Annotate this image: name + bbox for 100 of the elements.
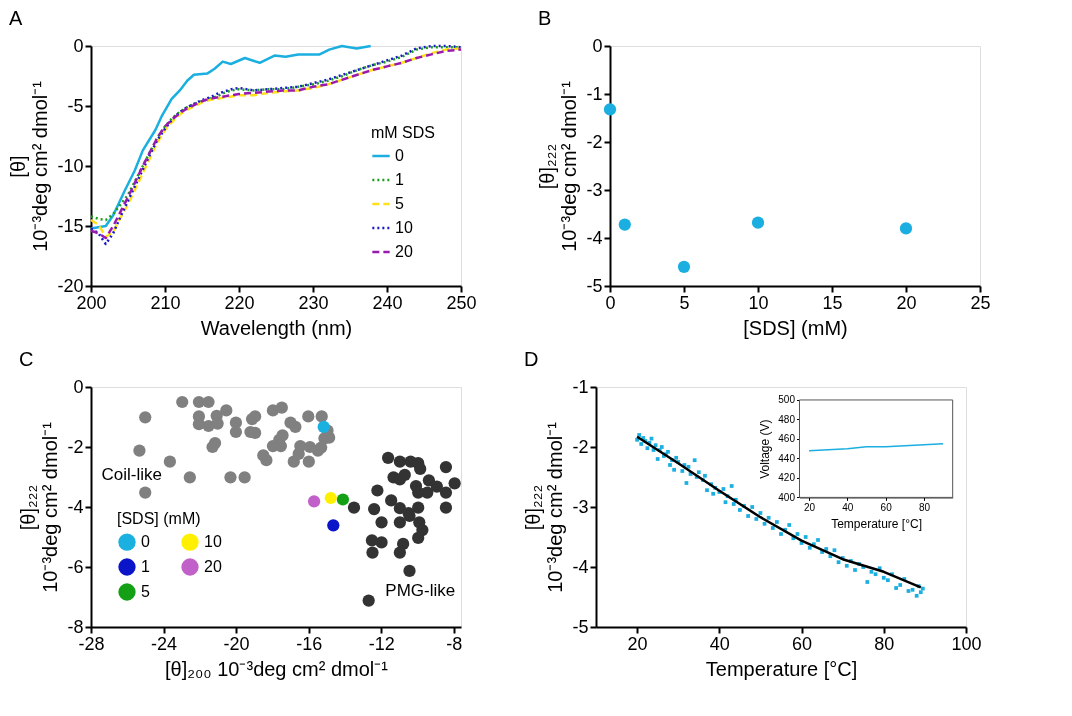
legend-title: mM SDS (371, 124, 435, 141)
legend-label: 0 (395, 147, 404, 164)
y-tick-label: -10 (57, 155, 84, 176)
y-axis-title: [θ]₂₂₂ 10⁻³deg cm² dmol⁻¹ (17, 421, 62, 593)
point (899, 222, 913, 235)
point (289, 420, 302, 434)
chart-title: A (8, 7, 23, 29)
y-tick-label: -15 (57, 215, 84, 236)
point (302, 410, 315, 423)
x-tick-label: 250 (446, 292, 477, 313)
point (403, 564, 416, 578)
point (307, 495, 321, 508)
point (260, 454, 273, 467)
y-tick-label: -6 (67, 556, 84, 577)
x-tick-label: 240 (372, 292, 403, 313)
point (315, 410, 328, 423)
y-tick-label: -4 (67, 496, 84, 517)
point (677, 260, 691, 273)
x-tick-label: -12 (368, 633, 395, 654)
legend-label: 20 (395, 243, 413, 260)
point (393, 455, 406, 468)
point (422, 474, 436, 487)
y-tick-label: 0 (73, 35, 84, 56)
point (362, 594, 375, 607)
x-axis-title: Wavelength (nm) (200, 316, 353, 339)
point (375, 516, 388, 529)
y-axis-title: Voltage (V) (758, 419, 773, 479)
point (618, 218, 631, 231)
y-tick-label: -3 (572, 496, 589, 517)
point (202, 395, 215, 409)
point (448, 477, 461, 490)
x-tick-label: -8 (446, 633, 463, 654)
x-tick-label: 220 (224, 292, 255, 313)
point (393, 516, 406, 529)
line-series (808, 443, 944, 452)
point (324, 491, 337, 505)
point (393, 546, 406, 559)
legend-label: 1 (141, 558, 150, 575)
point (311, 444, 325, 457)
x-tick-label: 40 (842, 501, 854, 513)
point (229, 425, 243, 439)
point (366, 546, 379, 559)
y-tick-label: -5 (67, 95, 84, 116)
y-tick-label: 440 (778, 452, 796, 464)
x-tick-label: 210 (150, 292, 181, 313)
x-tick-label: -24 (151, 633, 178, 654)
y-tick-label: -5 (572, 616, 589, 637)
x-tick-label: 80 (874, 633, 895, 654)
legend-label: 0 (141, 533, 150, 551)
y-axis-title: [θ] 10⁻³deg cm² dmol⁻¹ (7, 80, 52, 252)
x-tick-label: 0 (605, 292, 616, 313)
point (183, 471, 196, 484)
y-tick-label: -4 (586, 227, 603, 248)
annotation: Coil-like (101, 464, 162, 484)
x-tick-label: 60 (792, 633, 813, 654)
point (398, 468, 411, 482)
y-tick-label: 500 (778, 394, 796, 406)
legend-label: 10 (395, 219, 413, 236)
point (133, 444, 146, 457)
y-tick-label: 400 (778, 491, 796, 503)
x-tick-label: 20 (804, 501, 816, 513)
x-tick-label: 5 (679, 292, 690, 313)
point (224, 471, 237, 484)
legend-label: 10 (204, 533, 222, 551)
x-tick-label: 80 (918, 501, 931, 513)
point (385, 494, 398, 507)
point (439, 501, 453, 514)
legend-label: 5 (141, 583, 150, 600)
x-tick-label: 60 (880, 501, 893, 513)
point (430, 480, 443, 493)
x-tick-label: -20 (223, 633, 250, 654)
y-tick-label: -4 (572, 556, 589, 577)
point (206, 440, 219, 454)
point (336, 493, 350, 506)
point (347, 501, 361, 514)
x-axis-title: Temperature [°C] (831, 516, 923, 531)
point (375, 536, 388, 549)
y-tick-label: -1 (572, 376, 589, 397)
chart-title: D (524, 348, 539, 370)
point (302, 455, 315, 468)
y-tick-label: 0 (592, 35, 603, 56)
y-tick-label: -1 (586, 83, 603, 104)
x-tick-label: 100 (951, 633, 982, 654)
x-axis-title: [θ]₂₀₀ 10⁻³deg cm² dmol⁻¹ (165, 657, 389, 680)
point (439, 460, 453, 474)
point (220, 404, 233, 417)
x-tick-label: -16 (296, 633, 323, 654)
x-axis-title: [SDS] (mM) (743, 316, 848, 339)
point (176, 395, 189, 409)
y-tick-label: -3 (586, 179, 603, 200)
y-tick-label: 460 (778, 433, 796, 445)
annotation: PMG-like (385, 581, 456, 600)
chart-title: B (538, 7, 552, 29)
y-tick-label: 0 (73, 376, 84, 397)
point (371, 484, 384, 497)
y-axis-title: [θ]₂₂₂ 10⁻³deg cm² dmol⁻¹ (536, 80, 581, 252)
y-tick-label: -2 (586, 131, 603, 152)
point (393, 502, 406, 515)
point (412, 501, 425, 514)
point (381, 451, 395, 464)
